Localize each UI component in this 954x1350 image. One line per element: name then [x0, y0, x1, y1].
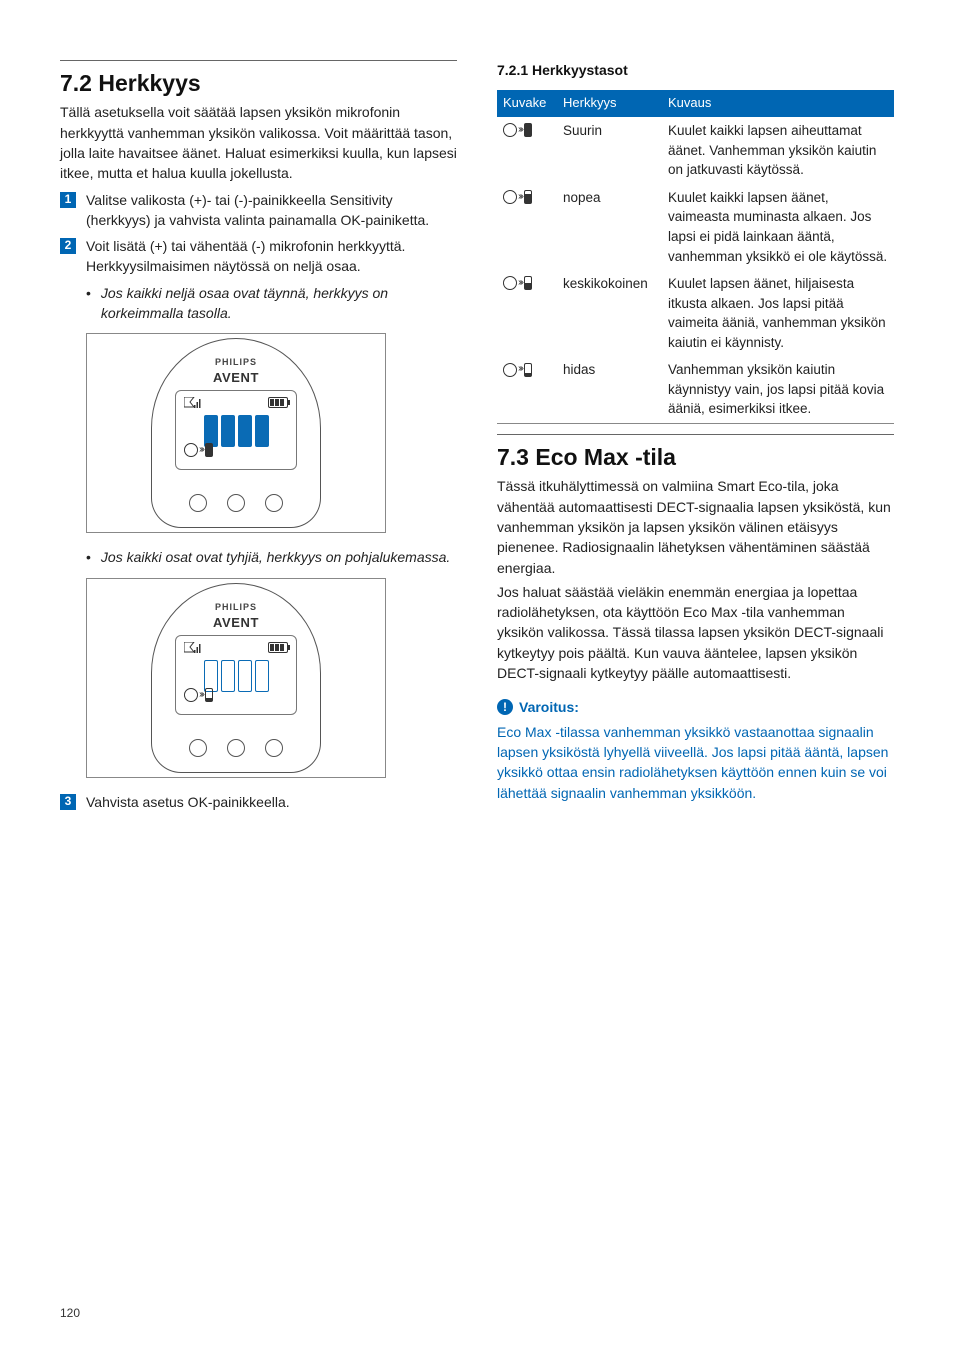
step-1: 1 Valitse valikosta (+)- tai (-)-painikk… — [60, 190, 457, 231]
intro-paragraph: Tällä asetuksella voit säätää lapsen yks… — [60, 102, 457, 183]
step-number-badge: 3 — [60, 794, 76, 810]
step-text: Vahvista asetus OK-painikkeella. — [86, 792, 457, 812]
bar-icon — [221, 415, 235, 447]
control-button-icon — [265, 739, 283, 757]
sub-bullet: • Jos kaikki neljä osaa ovat täynnä, her… — [86, 283, 457, 324]
control-button-icon — [189, 494, 207, 512]
sensitivity-icon: ››› — [184, 443, 213, 463]
step-2: 2 Voit lisätä (+) tai vähentää (-) mikro… — [60, 236, 457, 277]
table-cell: Kuulet lapsen äänet, hiljaisesta itkusta… — [668, 274, 888, 352]
table-header-cell: Herkkyys — [563, 94, 668, 113]
sensitivity-level-icon: ››› — [503, 123, 532, 138]
table-row: ››› nopea Kuulet kaikki lapsen äänet, va… — [497, 184, 894, 270]
battery-icon — [268, 397, 288, 408]
step-number-badge: 1 — [60, 192, 76, 208]
table-cell: nopea — [563, 188, 668, 266]
step-text: Voit lisätä (+) tai vähentää (-) mikrofo… — [86, 236, 457, 277]
sensitivity-table: Kuvake Herkkyys Kuvaus ››› Suurin Kuulet… — [497, 90, 894, 424]
device-face: PHILIPS AVENT ››› — [151, 583, 321, 773]
right-column: 7.2.1 Herkkyystasot Kuvake Herkkyys Kuva… — [497, 60, 894, 818]
table-cell: Kuulet kaikki lapsen aiheuttamat äänet. … — [668, 121, 888, 180]
bar-icon — [221, 660, 235, 692]
device-screen: ››› — [175, 390, 297, 470]
warning-heading: ! Varoitus: — [497, 697, 894, 717]
warning-label: Varoitus: — [519, 697, 579, 717]
device-figure-empty: PHILIPS AVENT ››› — [86, 578, 386, 778]
sub-bullet-text: Jos kaikki osat ovat tyhjiä, herkkyys on… — [101, 547, 457, 567]
control-button-icon — [227, 739, 245, 757]
table-cell: keskikokoinen — [563, 274, 668, 352]
subsection-title: 7.2.1 Herkkyystasot — [497, 60, 894, 80]
bullet-dot-icon: • — [86, 547, 91, 567]
section-title: 7.3 Eco Max -tila — [497, 441, 894, 474]
step-text: Valitse valikosta (+)- tai (-)-painikkee… — [86, 190, 457, 231]
table-header-cell: Kuvake — [503, 94, 563, 113]
sensitivity-level-icon: ››› — [503, 190, 532, 205]
level-icon-cell: ››› — [503, 274, 563, 352]
step-3: 3 Vahvista asetus OK-painikkeella. — [60, 792, 457, 812]
table-header-cell: Kuvaus — [668, 94, 888, 113]
paragraph: Jos haluat säästää vieläkin enemmän ener… — [497, 582, 894, 683]
two-column-layout: 7.2 Herkkyys Tällä asetuksella voit säät… — [60, 60, 894, 818]
step-list: 1 Valitse valikosta (+)- tai (-)-painikk… — [60, 190, 457, 277]
warning-icon: ! — [497, 699, 513, 715]
sub-bullet-text: Jos kaikki neljä osaa ovat täynnä, herkk… — [101, 283, 457, 324]
brand-sublabel: AVENT — [151, 614, 321, 633]
device-face: PHILIPS AVENT ››› — [151, 338, 321, 528]
warning-body: Eco Max -tilassa vanhemman yksikkö vasta… — [497, 722, 894, 803]
table-cell: hidas — [563, 360, 668, 419]
signal-icon — [184, 397, 202, 409]
section-rule — [60, 60, 457, 61]
battery-icon — [268, 642, 288, 653]
control-buttons — [151, 739, 321, 757]
section-title: 7.2 Herkkyys — [60, 67, 457, 100]
control-button-icon — [227, 494, 245, 512]
table-row: ››› keskikokoinen Kuulet lapsen äänet, h… — [497, 270, 894, 356]
level-icon-cell: ››› — [503, 188, 563, 266]
control-button-icon — [189, 739, 207, 757]
device-figure-full: PHILIPS AVENT ››› — [86, 333, 386, 533]
page-number: 120 — [60, 1305, 80, 1322]
table-row: ››› hidas Vanhemman yksikön kaiutin käyn… — [497, 356, 894, 423]
sensitivity-icon: ››› — [184, 688, 213, 708]
left-column: 7.2 Herkkyys Tällä asetuksella voit säät… — [60, 60, 457, 818]
bar-icon — [255, 415, 269, 447]
step-number-badge: 2 — [60, 238, 76, 254]
paragraph: Tässä itkuhälyttimessä on valmiina Smart… — [497, 476, 894, 577]
brand-sublabel: AVENT — [151, 369, 321, 388]
level-icon-cell: ››› — [503, 121, 563, 180]
level-icon-cell: ››› — [503, 360, 563, 419]
table-header: Kuvake Herkkyys Kuvaus — [497, 90, 894, 117]
table-cell: Kuulet kaikki lapsen äänet, vaimeasta mu… — [668, 188, 888, 266]
sub-bullet: • Jos kaikki osat ovat tyhjiä, herkkyys … — [86, 547, 457, 567]
table-cell: Suurin — [563, 121, 668, 180]
section-rule — [497, 434, 894, 435]
table-row: ››› Suurin Kuulet kaikki lapsen aiheutta… — [497, 117, 894, 184]
sensitivity-level-icon: ››› — [503, 362, 532, 377]
brand-label: PHILIPS — [151, 601, 321, 614]
bullet-dot-icon: • — [86, 283, 91, 324]
brand-label: PHILIPS — [151, 356, 321, 369]
table-cell: Vanhemman yksikön kaiutin käynnistyy vai… — [668, 360, 888, 419]
sensitivity-level-icon: ››› — [503, 276, 532, 291]
control-buttons — [151, 494, 321, 512]
bar-icon — [238, 660, 252, 692]
device-screen: ››› — [175, 635, 297, 715]
control-button-icon — [265, 494, 283, 512]
signal-icon — [184, 642, 202, 654]
bar-icon — [238, 415, 252, 447]
bar-icon — [255, 660, 269, 692]
